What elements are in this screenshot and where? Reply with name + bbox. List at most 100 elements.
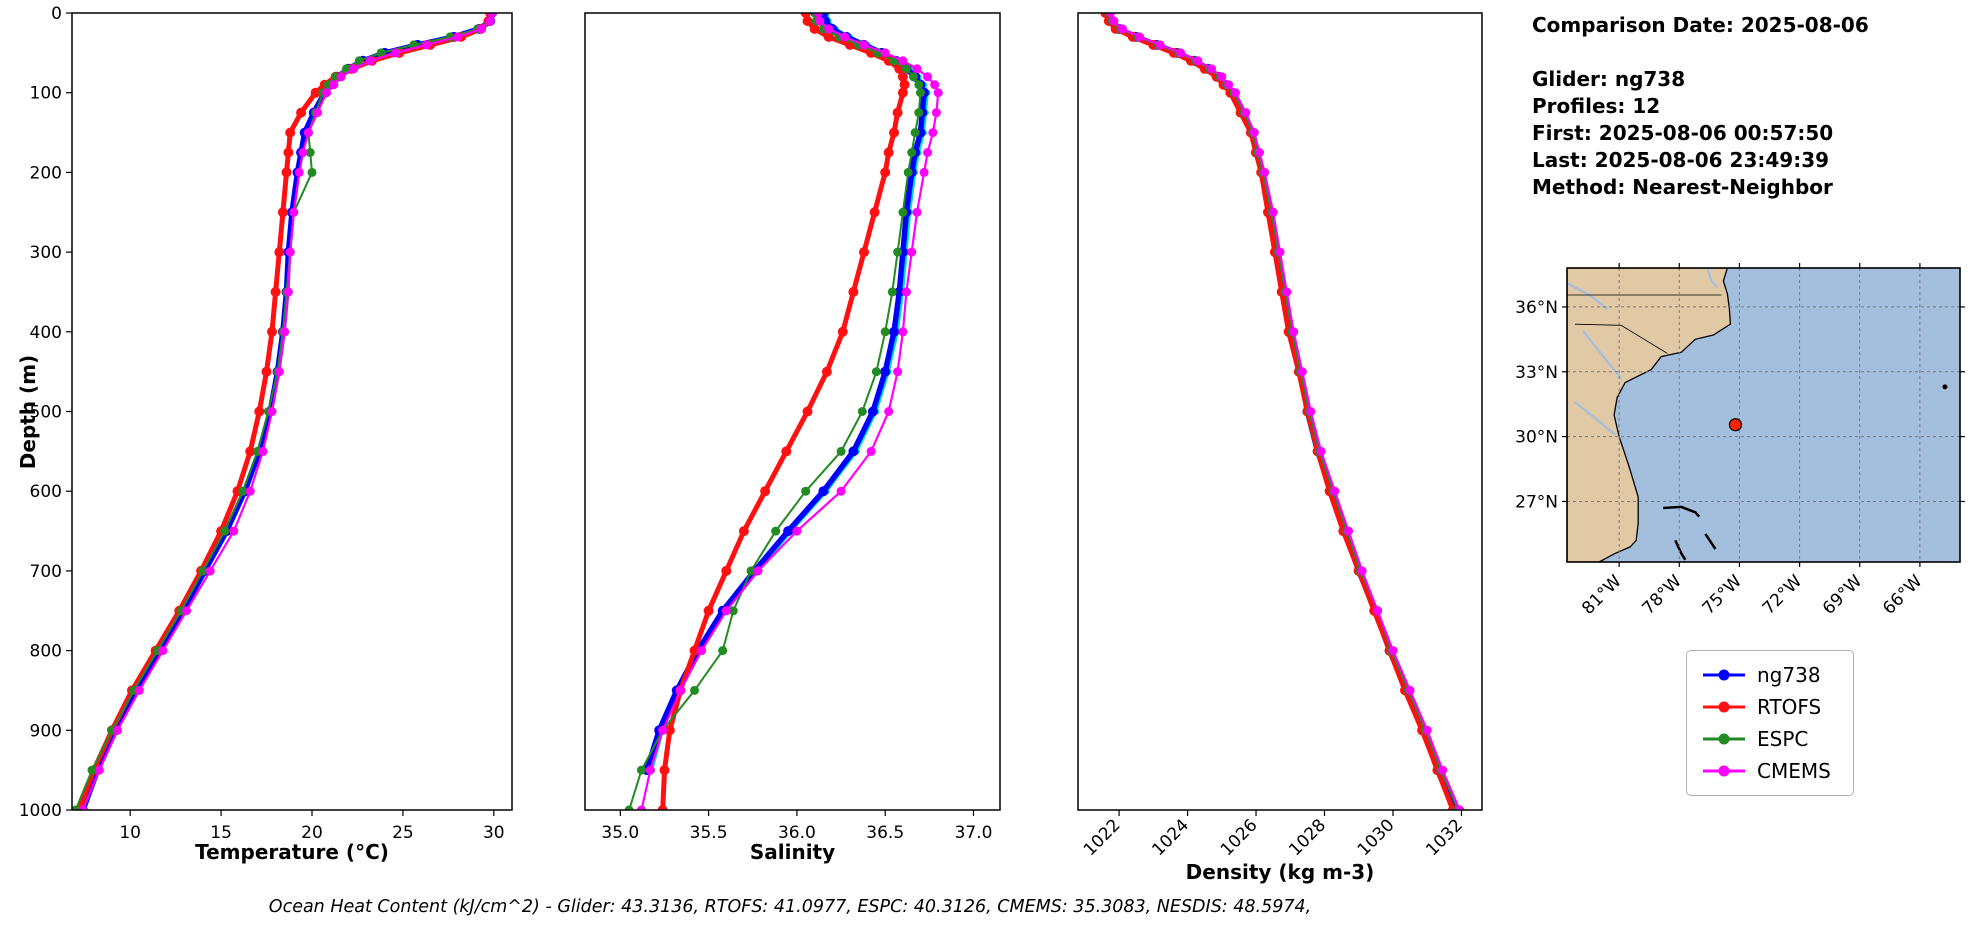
- glider-name: Glider: ng738: [1532, 67, 1686, 91]
- x-tick-label: 1032: [1422, 815, 1467, 860]
- marker: [274, 367, 284, 377]
- marker: [930, 80, 940, 90]
- marker: [283, 287, 293, 297]
- marker: [821, 366, 832, 377]
- marker: [1282, 287, 1292, 297]
- island: [1663, 505, 1701, 518]
- marker: [1155, 40, 1165, 50]
- x-tick-label: 30: [483, 823, 505, 843]
- legend-item-rtofs: RTOFS: [1701, 695, 1831, 719]
- marker: [1217, 72, 1227, 82]
- axes-frame: [584, 12, 1001, 811]
- location-map: 81°W 78°W 75°W 72°W 69°W 66°W 36°N 33°N 30°N 27°N: [1515, 263, 1965, 619]
- marker: [889, 326, 899, 337]
- marker: [880, 366, 891, 377]
- marker: [837, 326, 848, 337]
- marker: [912, 207, 922, 217]
- marker: [134, 685, 144, 695]
- marker: [721, 565, 732, 576]
- marker: [376, 48, 386, 58]
- marker: [859, 40, 869, 50]
- marker: [1268, 207, 1278, 217]
- marker: [1455, 805, 1465, 810]
- x-tick-label: 25: [392, 823, 414, 843]
- first-profile-time: First: 2025-08-06 00:57:50: [1532, 121, 1834, 145]
- marker: [840, 32, 850, 42]
- marker: [296, 107, 307, 118]
- marker: [916, 88, 925, 98]
- marker: [815, 16, 825, 26]
- x-tick-label: 36.5: [866, 823, 904, 843]
- marker: [792, 526, 802, 536]
- chart-density-profile: 1022 1024 1026 1028 1030 1032: [1077, 12, 1483, 860]
- marker: [307, 167, 317, 177]
- marker: [329, 80, 339, 90]
- marker: [267, 326, 277, 337]
- x-tick-label: 15: [210, 823, 232, 843]
- y-tick-label: 100: [30, 84, 62, 104]
- axes-frame: [1077, 12, 1483, 811]
- marker: [1106, 13, 1115, 18]
- marker: [781, 446, 792, 457]
- marker: [303, 128, 313, 138]
- marker: [771, 526, 781, 536]
- marker: [285, 247, 295, 257]
- marker: [453, 32, 462, 42]
- legend-label: CMEMS: [1757, 759, 1831, 783]
- map-frame: [1566, 267, 1961, 563]
- marker: [1330, 486, 1340, 496]
- marker: [869, 207, 880, 218]
- temperature-profile-series: [72, 13, 497, 810]
- marker: [836, 446, 846, 456]
- legend-item-espc: ESPC: [1701, 727, 1831, 751]
- y-tick-label: 900: [30, 721, 62, 741]
- map-lat-label: 36°N: [1515, 298, 1558, 318]
- y-tick-label: 500: [30, 403, 62, 423]
- marker: [866, 446, 876, 456]
- salinity-axis-label: Salinity: [749, 840, 836, 864]
- marker: [919, 167, 929, 177]
- ocean-heat-content-caption: Ocean Heat Content (kJ/cm^2) - Glider: 4…: [268, 897, 1312, 917]
- marker: [94, 765, 104, 775]
- map-lon-label: 75°W: [1699, 571, 1746, 618]
- map-lon-label: 72°W: [1759, 571, 1806, 618]
- island: [1704, 533, 1717, 550]
- y-tick-label: 600: [30, 482, 62, 502]
- river: [1706, 268, 1719, 289]
- y-tick-label: 800: [30, 642, 62, 662]
- marker: [823, 31, 834, 42]
- marker: [718, 646, 728, 656]
- marker: [280, 327, 290, 337]
- marker: [897, 71, 908, 82]
- marker: [907, 148, 917, 157]
- density-profile-series: [1100, 13, 1465, 810]
- comparison-date: Comparison Date: 2025-08-06: [1532, 13, 1869, 37]
- marker: [1306, 407, 1316, 416]
- axes-frame: [71, 12, 513, 811]
- last-profile-time: Last: 2025-08-06 23:49:39: [1532, 148, 1830, 172]
- marker: [664, 725, 675, 736]
- marker: [721, 606, 731, 616]
- y-tick-label: 700: [30, 562, 62, 582]
- marker: [205, 566, 215, 576]
- marker: [880, 167, 891, 178]
- marker: [281, 167, 292, 178]
- x-tick-label: 35.5: [690, 823, 728, 843]
- marker: [893, 367, 903, 377]
- marker: [746, 566, 756, 576]
- marker: [1176, 48, 1186, 58]
- marker: [675, 685, 685, 695]
- marker: [910, 128, 920, 138]
- river: [1574, 401, 1616, 436]
- marker: [305, 148, 315, 157]
- marker: [813, 13, 823, 18]
- marker: [857, 407, 867, 416]
- x-tick-label: 1030: [1354, 815, 1399, 860]
- map-lon-label: 69°W: [1819, 571, 1866, 618]
- x-tick-label: 37.0: [955, 823, 993, 843]
- marker: [238, 486, 248, 496]
- y-axis-label: Depth (m): [16, 354, 40, 470]
- marker: [220, 526, 230, 536]
- marker: [274, 247, 285, 258]
